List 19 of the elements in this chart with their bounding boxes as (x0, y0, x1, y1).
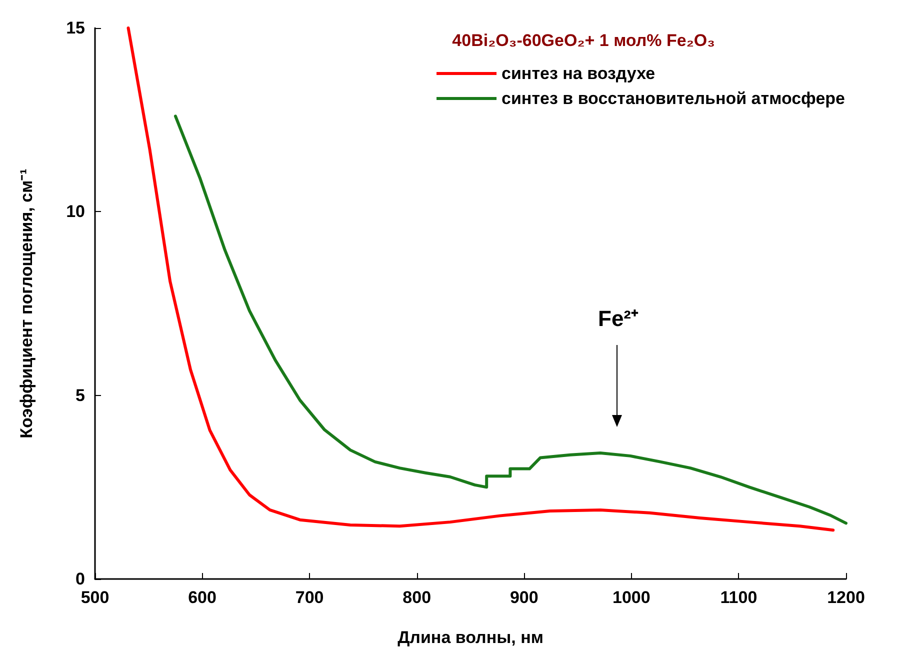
x-tick-label: 600 (188, 588, 216, 607)
y-tick-label: 10 (66, 202, 85, 222)
legend-label: синтез на воздухе (502, 64, 656, 83)
y-tick-label: 0 (76, 570, 85, 588)
y-tick-label: 5 (76, 386, 85, 405)
x-tick-label: 900 (510, 588, 538, 607)
y-axis-title: Коэффициент поглощения, см⁻¹ (17, 168, 36, 438)
x-tick-label: 500 (80, 588, 110, 607)
x-tick-label: 800 (402, 588, 432, 607)
x-tick-label: 700 (295, 588, 324, 607)
line-series (174, 114, 848, 525)
legend-label: синтез в восстановительной атмосфере (502, 89, 846, 108)
x-axis-title: Длина волны, нм (398, 628, 544, 647)
x-tick-label: 1100 (720, 588, 758, 607)
y-tick-label: 15 (66, 18, 85, 38)
x-tick-label: 1000 (612, 588, 650, 607)
annotation: Fe²⁺ (598, 305, 638, 332)
x-tick-label: 1200 (827, 588, 865, 607)
legend-title: 40Bi₂O₃-60GeO₂+ 1 мол% Fe₂O₃ (452, 31, 715, 50)
